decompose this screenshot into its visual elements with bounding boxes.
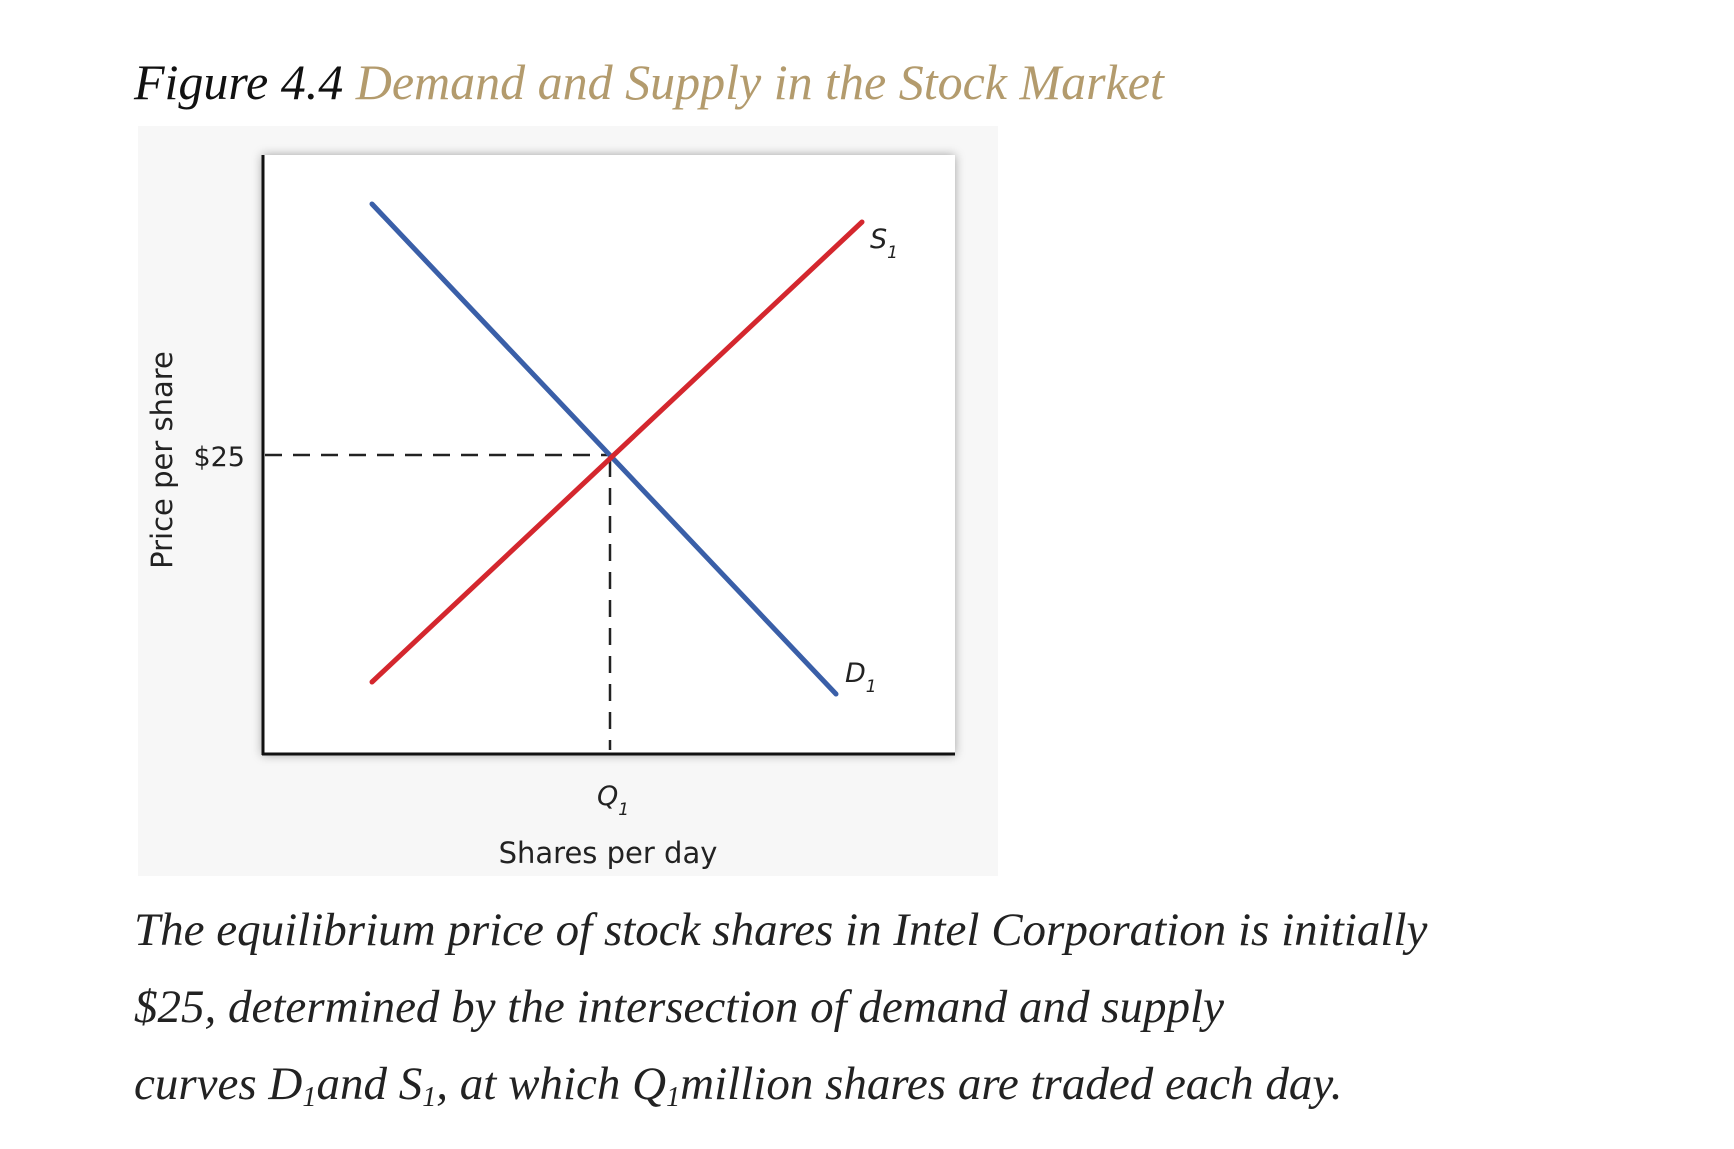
x-tick-label: Q1 bbox=[597, 781, 629, 820]
caption-line-3: curves D1and S1, at which Q1million shar… bbox=[134, 1058, 1343, 1114]
supply-curve-label: S1 bbox=[870, 224, 898, 263]
demand-curve-label: D1 bbox=[845, 658, 877, 697]
supply-curve bbox=[369, 219, 865, 685]
caption-line-1: The equilibrium price of stock shares in… bbox=[134, 904, 1428, 956]
figure-title: Figure 4.4 Demand and Supply in the Stoc… bbox=[134, 52, 1164, 112]
figure-name: Demand and Supply in the Stock Market bbox=[355, 54, 1164, 110]
demand-curve bbox=[369, 201, 839, 697]
y-tick-label: $25 bbox=[193, 442, 245, 473]
figure-number: Figure 4.4 bbox=[134, 54, 344, 110]
figure-caption: The equilibrium price of stock shares in… bbox=[134, 892, 1634, 1136]
x-axis-label: Shares per day bbox=[499, 836, 718, 870]
caption-line-2: $25, determined by the intersection of d… bbox=[134, 981, 1224, 1033]
y-axis-label: Price per share bbox=[145, 351, 179, 569]
